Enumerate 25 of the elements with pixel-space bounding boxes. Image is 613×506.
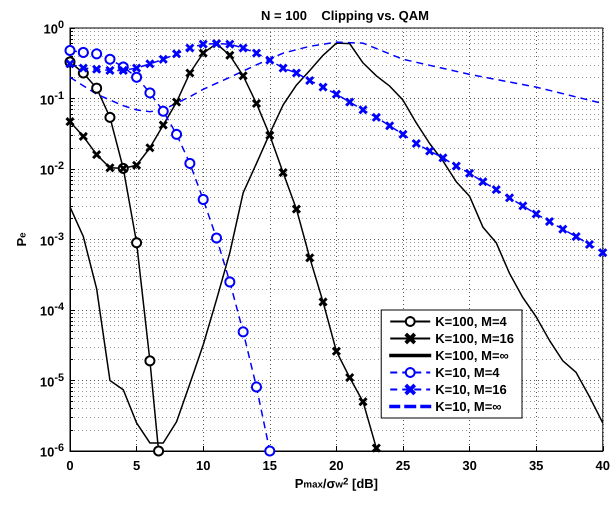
legend-label: K=10, M=4 (435, 365, 500, 380)
legend-label: K=10, M=16 (435, 382, 507, 397)
x-tick-label: 40 (596, 458, 610, 473)
y-axis-title: Pe (14, 232, 29, 247)
legend-label: K=10, M=∞ (435, 399, 502, 414)
x-axis-title: Pmax/σw2 [dB] (294, 476, 378, 491)
x-tick-label: 10 (196, 458, 210, 473)
y-tick-label: 10$^{-3}$ (40, 230, 64, 248)
x-tick-label: 25 (396, 458, 410, 473)
legend-label: K=100, M=∞ (435, 348, 509, 363)
x-tick-label: 0 (66, 458, 74, 473)
x-tick-label: 35 (528, 458, 544, 473)
y-tick-label: 10$^{-2}$ (40, 160, 64, 178)
y-tick-label: 10$^{-4}$ (40, 301, 64, 319)
chart-title: N = 100 Clipping vs. QAM (261, 8, 429, 23)
x-tick-label: 15 (262, 458, 278, 473)
x-tick-label: 20 (329, 458, 344, 473)
y-tick-label: 10$^{0}$ (44, 19, 64, 37)
x-tick-label: 5 (132, 458, 140, 473)
y-tick-label: 10$^{-6}$ (40, 442, 64, 460)
legend-label: K=100, M=4 (435, 314, 508, 329)
x-tick-label: 30 (462, 458, 477, 473)
legend-label: K=100, M=16 (435, 331, 514, 346)
y-tick-label: 10$^{-5}$ (40, 372, 64, 390)
y-tick-label: 10$^{-1}$ (40, 90, 64, 108)
